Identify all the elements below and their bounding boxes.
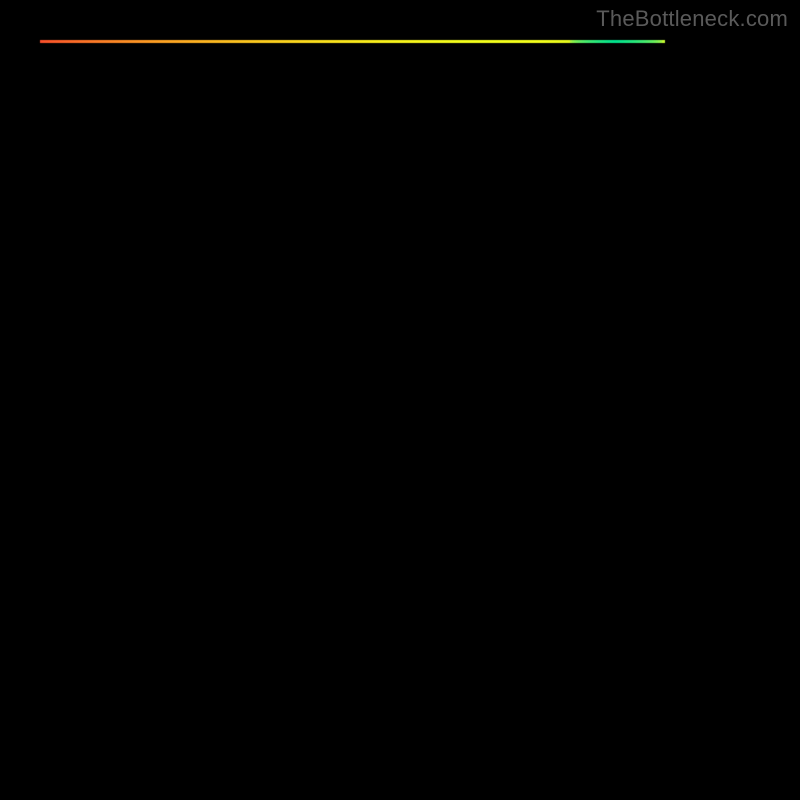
bottleneck-heatmap bbox=[0, 0, 800, 800]
chart-container: TheBottleneck.com bbox=[0, 0, 800, 800]
watermark-text: TheBottleneck.com bbox=[596, 6, 788, 32]
